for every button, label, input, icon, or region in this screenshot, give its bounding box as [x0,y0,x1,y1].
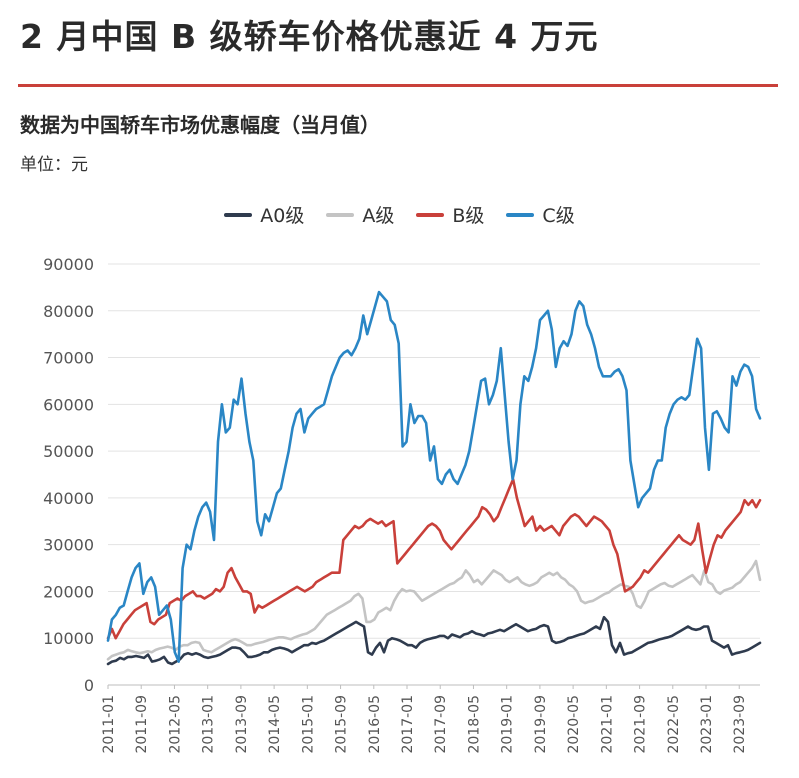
x-tick-label: 2012-05 [167,695,183,754]
headline: 2 月中国 B 级轿车价格优惠近 4 万元 [20,17,599,56]
x-tick-label: 2011-01 [101,695,117,754]
x-tick-label: 2013-09 [234,695,250,754]
legend-label-b: B级 [452,205,485,227]
legend-label-a0: A0级 [260,205,305,227]
x-tick-label: 2019-09 [533,695,549,754]
legend-swatch-c [506,212,535,217]
legend-swatch-b [416,212,445,217]
unit-label: 单位：元 [20,155,88,175]
x-tick-label: 2015-09 [334,695,350,754]
x-tick-label: 2022-05 [666,695,682,754]
x-tick-label: 2021-09 [633,695,649,754]
x-tick-label: 2017-09 [433,695,449,754]
x-tick-label: 2014-05 [267,695,283,754]
y-tick-label: 90000 [43,255,94,274]
y-tick-label: 80000 [43,302,94,321]
y-tick-label: 30000 [43,536,94,555]
legend-item-b[interactable]: B级 [416,201,484,228]
x-tick-label: 2023-09 [732,695,748,754]
series-line-a0 [106,615,762,666]
x-tick-label: 2013-01 [201,695,217,754]
legend-item-a[interactable]: A级 [326,201,394,228]
legend-swatch-a [326,212,355,217]
y-tick-label: 10000 [43,629,94,648]
x-tick-label: 2021-01 [599,695,615,754]
chart-subtitle: 数据为中国轿车市场优惠幅度（当月值） [20,113,380,137]
series-line-c [106,290,762,663]
x-tick-label: 2017-01 [400,695,416,754]
x-tick-label: 2015-01 [300,695,316,754]
y-tick-label: 0 [84,676,94,695]
x-tick-label: 2020-05 [566,695,582,754]
legend-item-a0[interactable]: A0级 [224,201,304,228]
x-tick-label: 2011-09 [134,695,150,754]
y-tick-label: 40000 [43,489,94,508]
legend-item-c[interactable]: C级 [506,201,575,228]
y-tick-label: 70000 [43,349,94,368]
legend-swatch-a0 [224,212,253,217]
x-tick-label: 2016-05 [367,695,383,754]
x-tick-label: 2018-05 [466,695,482,754]
legend-label-c: C级 [542,205,575,227]
legend-label-a: A级 [362,205,395,227]
y-tick-label: 60000 [43,395,94,414]
y-tick-label: 50000 [43,442,94,461]
x-tick-label: 2019-01 [500,695,516,754]
series-line-b [106,477,762,640]
y-tick-label: 20000 [43,582,94,601]
chart-legend: A0级 A级 B级 C级 [0,201,799,228]
x-tick-label: 2023-01 [699,695,715,754]
series-line-a [106,559,762,661]
title-divider [18,84,778,87]
